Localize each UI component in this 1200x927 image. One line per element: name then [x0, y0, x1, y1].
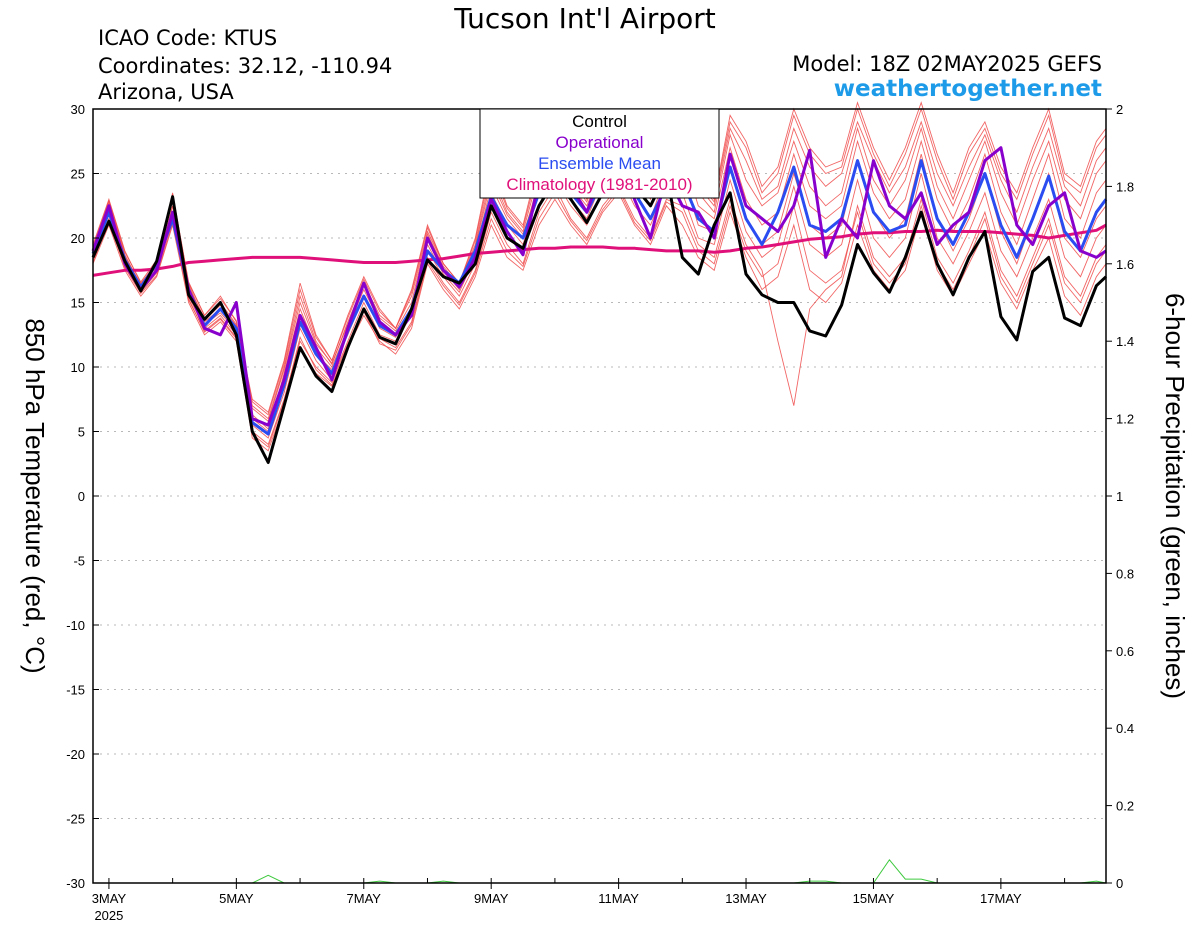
y-tick-label: -20 — [66, 747, 85, 762]
page-title: Tucson Int'l Airport — [454, 2, 716, 35]
x-tick-label: 15MAY — [853, 891, 895, 906]
y2-tick-label: 0.4 — [1116, 721, 1134, 736]
y2-tick-label: 2 — [1116, 102, 1123, 117]
y2-tick-label: 0 — [1116, 876, 1123, 891]
icao-code: ICAO Code: KTUS — [98, 26, 278, 50]
y-tick-label: -15 — [66, 683, 85, 698]
y-tick-label: -5 — [73, 554, 85, 569]
ensemble-member-line — [92, 185, 1107, 446]
axes: 302520151050-5-10-15-20-25-3021.81.61.41… — [66, 102, 1134, 923]
y-tick-label: 20 — [71, 231, 85, 246]
y-tick-label: 25 — [71, 167, 85, 182]
x-tick-label: 13MAY — [725, 891, 767, 906]
y-tick-label: -25 — [66, 812, 85, 827]
y2-tick-label: 1.4 — [1116, 334, 1134, 349]
y2-tick-label: 0.2 — [1116, 799, 1134, 814]
x-tick-label: 9MAY — [474, 891, 509, 906]
legend-box — [479, 108, 720, 199]
y2-axis-label: 6-hour Precipitation (green, inches) — [1160, 293, 1190, 699]
x-tick-label: 7MAY — [347, 891, 382, 906]
model-run: Model: 18Z 02MAY2025 GEFS — [792, 52, 1102, 76]
y-tick-label: -10 — [66, 618, 85, 633]
precipitation-series — [93, 858, 1107, 884]
ensemble-member-line — [92, 191, 1107, 452]
y2-tick-label: 1.2 — [1116, 412, 1134, 427]
y-tick-label: -30 — [66, 876, 85, 891]
ensemble-member-line — [92, 188, 1107, 448]
series-line-climatology-1981-2010- — [92, 223, 1107, 277]
coordinates: Coordinates: 32.12, -110.94 — [98, 54, 393, 78]
x-tick-label: 5MAY — [219, 891, 254, 906]
y-tick-label: 15 — [71, 296, 85, 311]
precip-line — [93, 858, 1107, 884]
legend-entry: Ensemble Mean — [538, 154, 661, 173]
x-tick-label: 17MAY — [980, 891, 1022, 906]
y2-tick-label: 1.6 — [1116, 257, 1134, 272]
site-link[interactable]: weathertogether.net — [833, 76, 1102, 102]
legend: Control Operational Ensemble Mean Climatolo… — [479, 108, 720, 199]
y2-tick-label: 1 — [1116, 489, 1123, 504]
location: Arizona, USA — [98, 80, 234, 104]
legend-entry: Control — [572, 112, 627, 131]
y2-tick-label: 0.6 — [1116, 644, 1134, 659]
y-tick-label: 10 — [71, 360, 85, 375]
y-tick-label: 0 — [78, 489, 85, 504]
y-axis-label: 850 hPa Temperature (red, °C) — [20, 318, 50, 673]
legend-entry: Operational — [556, 133, 644, 152]
y-tick-label: 5 — [78, 425, 85, 440]
y-tick-label: 30 — [71, 102, 85, 117]
legend-entry: Climatology (1981-2010) — [506, 175, 692, 194]
y2-tick-label: 1.8 — [1116, 179, 1134, 194]
x-tick-label: 3MAY — [92, 891, 127, 906]
y2-tick-label: 0.8 — [1116, 566, 1134, 581]
x-tick-sublabel: 2025 — [94, 908, 123, 923]
x-tick-label: 11MAY — [598, 891, 639, 906]
